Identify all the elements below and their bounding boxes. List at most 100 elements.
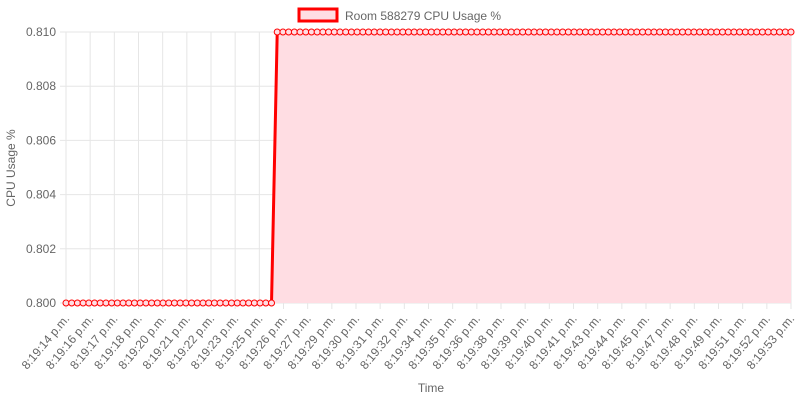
data-point[interactable]: [68, 299, 76, 307]
data-point[interactable]: [245, 299, 253, 307]
data-point[interactable]: [279, 28, 287, 36]
data-point[interactable]: [707, 28, 715, 36]
data-point[interactable]: [405, 28, 413, 36]
data-point[interactable]: [330, 28, 338, 36]
data-point[interactable]: [165, 299, 173, 307]
data-point[interactable]: [673, 28, 681, 36]
data-point[interactable]: [513, 28, 521, 36]
data-point[interactable]: [216, 299, 224, 307]
data-point[interactable]: [519, 28, 527, 36]
data-point[interactable]: [73, 299, 81, 307]
data-point[interactable]: [496, 28, 504, 36]
data-point[interactable]: [142, 299, 150, 307]
data-point[interactable]: [576, 28, 584, 36]
data-point[interactable]: [96, 299, 104, 307]
data-point[interactable]: [484, 28, 492, 36]
data-point[interactable]: [581, 28, 589, 36]
data-point[interactable]: [679, 28, 687, 36]
data-point[interactable]: [353, 28, 361, 36]
data-point[interactable]: [724, 28, 732, 36]
data-point[interactable]: [730, 28, 738, 36]
data-point[interactable]: [564, 28, 572, 36]
data-point[interactable]: [633, 28, 641, 36]
data-point[interactable]: [136, 299, 144, 307]
data-point[interactable]: [542, 28, 550, 36]
data-point[interactable]: [661, 28, 669, 36]
data-point[interactable]: [365, 28, 373, 36]
data-point[interactable]: [250, 299, 258, 307]
data-point[interactable]: [228, 299, 236, 307]
data-point[interactable]: [296, 28, 304, 36]
data-point[interactable]: [536, 28, 544, 36]
data-point[interactable]: [656, 28, 664, 36]
data-point[interactable]: [530, 28, 538, 36]
data-point[interactable]: [758, 28, 766, 36]
data-point[interactable]: [427, 28, 435, 36]
data-point[interactable]: [347, 28, 355, 36]
data-point[interactable]: [644, 28, 652, 36]
data-point[interactable]: [587, 28, 595, 36]
data-point[interactable]: [108, 299, 116, 307]
data-point[interactable]: [382, 28, 390, 36]
data-point[interactable]: [79, 299, 87, 307]
data-point[interactable]: [422, 28, 430, 36]
data-point[interactable]: [268, 299, 276, 307]
data-point[interactable]: [456, 28, 464, 36]
data-point[interactable]: [336, 28, 344, 36]
data-point[interactable]: [176, 299, 184, 307]
data-point[interactable]: [85, 299, 93, 307]
data-point[interactable]: [467, 28, 475, 36]
data-point[interactable]: [444, 28, 452, 36]
data-point[interactable]: [62, 299, 70, 307]
data-point[interactable]: [593, 28, 601, 36]
data-point[interactable]: [159, 299, 167, 307]
data-point[interactable]: [188, 299, 196, 307]
data-point[interactable]: [359, 28, 367, 36]
data-point[interactable]: [610, 28, 618, 36]
data-point[interactable]: [701, 28, 709, 36]
data-point[interactable]: [639, 28, 647, 36]
data-point[interactable]: [439, 28, 447, 36]
data-point[interactable]: [131, 299, 139, 307]
data-point[interactable]: [399, 28, 407, 36]
data-point[interactable]: [273, 28, 281, 36]
data-point[interactable]: [102, 299, 110, 307]
data-point[interactable]: [690, 28, 698, 36]
data-point[interactable]: [736, 28, 744, 36]
data-point[interactable]: [370, 28, 378, 36]
data-point[interactable]: [604, 28, 612, 36]
data-point[interactable]: [599, 28, 607, 36]
data-point[interactable]: [462, 28, 470, 36]
data-point[interactable]: [239, 299, 247, 307]
data-point[interactable]: [559, 28, 567, 36]
data-point[interactable]: [256, 299, 264, 307]
data-point[interactable]: [433, 28, 441, 36]
legend[interactable]: Room 588279 CPU Usage %: [297, 7, 501, 23]
data-point[interactable]: [776, 28, 784, 36]
data-point[interactable]: [753, 28, 761, 36]
data-point[interactable]: [205, 299, 213, 307]
data-point[interactable]: [125, 299, 133, 307]
data-point[interactable]: [507, 28, 515, 36]
data-point[interactable]: [222, 299, 230, 307]
data-point[interactable]: [290, 28, 298, 36]
data-point[interactable]: [113, 299, 121, 307]
data-point[interactable]: [718, 28, 726, 36]
data-point[interactable]: [302, 28, 310, 36]
data-point[interactable]: [479, 28, 487, 36]
data-point[interactable]: [210, 299, 218, 307]
data-point[interactable]: [450, 28, 458, 36]
data-point[interactable]: [741, 28, 749, 36]
data-point[interactable]: [199, 299, 207, 307]
data-point[interactable]: [262, 299, 270, 307]
data-point[interactable]: [416, 28, 424, 36]
data-point[interactable]: [307, 28, 315, 36]
data-point[interactable]: [148, 299, 156, 307]
data-point[interactable]: [547, 28, 555, 36]
data-point[interactable]: [473, 28, 481, 36]
data-point[interactable]: [667, 28, 675, 36]
data-point[interactable]: [696, 28, 704, 36]
data-point[interactable]: [410, 28, 418, 36]
data-point[interactable]: [553, 28, 561, 36]
data-point[interactable]: [490, 28, 498, 36]
